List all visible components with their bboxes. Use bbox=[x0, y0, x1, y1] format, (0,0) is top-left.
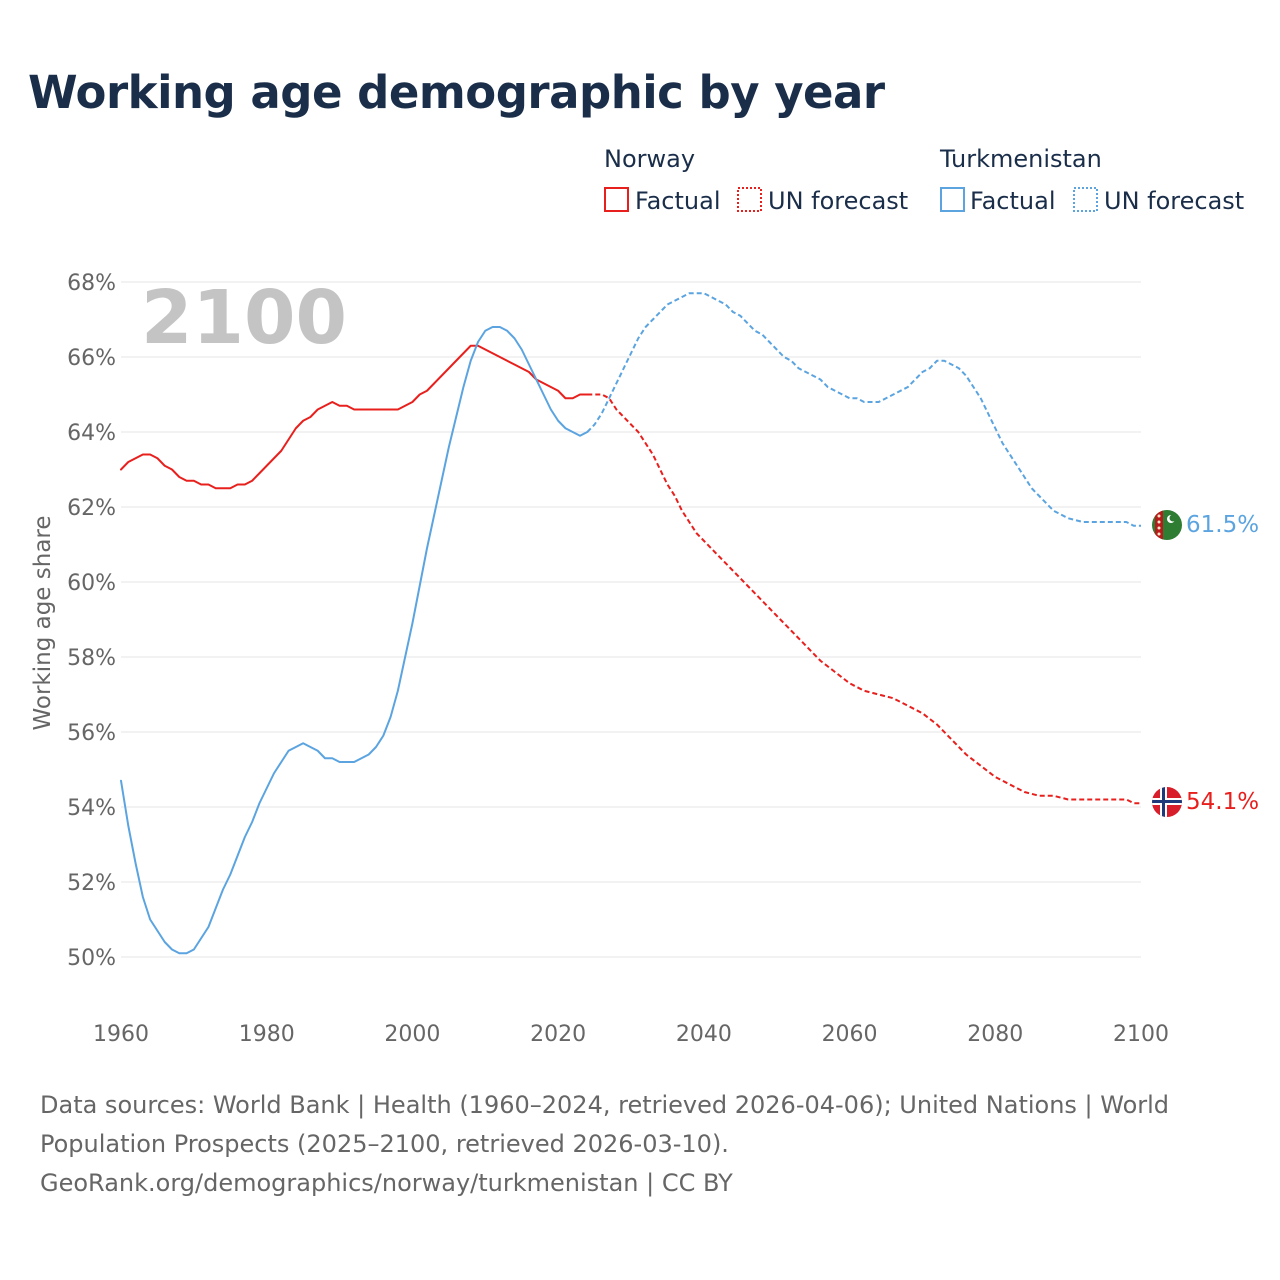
footer-line-1: Data sources: World Bank | Health (1960–… bbox=[40, 1091, 1170, 1119]
turkmenistan-flag-icon bbox=[1152, 510, 1182, 540]
legend-swatch-turkmenistan-forecast bbox=[1073, 187, 1098, 212]
norway-forecast-line bbox=[587, 393, 1141, 805]
x-axis-tick-labels: 1960 1980 2000 2020 2040 2060 2080 2100 bbox=[93, 1022, 1169, 1047]
norway-flag-icon bbox=[1152, 787, 1182, 817]
legend-label-norway-forecast: UN forecast bbox=[768, 187, 908, 215]
y-tick-label-52: 52% bbox=[67, 871, 116, 896]
turkmenistan-factual-line bbox=[120, 326, 589, 955]
x-tick-label-2020: 2020 bbox=[530, 1022, 586, 1047]
y-axis-label: Working age share bbox=[30, 515, 56, 730]
legend-group-turkmenistan: Turkmenistan bbox=[939, 145, 1102, 173]
x-tick-label-2100: 2100 bbox=[1113, 1022, 1169, 1047]
x-tick-label-2040: 2040 bbox=[676, 1022, 732, 1047]
turkmenistan-forecast-line bbox=[586, 292, 1141, 527]
y-tick-label-68: 68% bbox=[67, 271, 116, 296]
legend-swatch-turkmenistan-factual bbox=[940, 187, 965, 212]
data-sources-footer: Data sources: World Bank | Health (1960–… bbox=[40, 1086, 1180, 1203]
y-tick-label-64: 64% bbox=[67, 421, 116, 446]
norway-factual-line bbox=[120, 344, 589, 490]
y-tick-label-58: 58% bbox=[67, 646, 116, 671]
y-tick-label-62: 62% bbox=[67, 496, 116, 521]
series-lines bbox=[120, 292, 1141, 955]
y-tick-label-54: 54% bbox=[67, 796, 116, 821]
footer-line-3: GeoRank.org/demographics/norway/turkmeni… bbox=[40, 1169, 733, 1197]
y-tick-label-50: 50% bbox=[67, 946, 116, 971]
x-tick-label-2000: 2000 bbox=[384, 1022, 440, 1047]
x-tick-label-1960: 1960 bbox=[93, 1022, 149, 1047]
y-tick-label-60: 60% bbox=[67, 571, 116, 596]
chart-title: Working age demographic by year bbox=[28, 66, 885, 119]
x-tick-label-2060: 2060 bbox=[822, 1022, 878, 1047]
y-axis-tick-labels: 50% 52% 54% 56% 58% 60% 62% 64% 66% 68% bbox=[67, 271, 116, 971]
end-label-turkmenistan: 61.5% bbox=[1186, 512, 1259, 538]
grid-lines bbox=[121, 281, 1141, 958]
legend-label-turkmenistan-forecast: UN forecast bbox=[1104, 187, 1244, 215]
legend-swatch-norway-factual bbox=[604, 187, 629, 212]
footer-line-2: Population Prospects (2025–2100, retriev… bbox=[40, 1130, 729, 1158]
end-label-norway: 54.1% bbox=[1186, 789, 1259, 815]
y-tick-label-56: 56% bbox=[67, 721, 116, 746]
legend-label-norway-factual: Factual bbox=[635, 187, 721, 215]
x-tick-label-1980: 1980 bbox=[239, 1022, 295, 1047]
legend-group-norway: Norway bbox=[604, 145, 695, 173]
x-tick-label-2080: 2080 bbox=[967, 1022, 1023, 1047]
legend: Norway Factual UN forecast Turkmenistan … bbox=[604, 145, 1244, 215]
y-tick-label-66: 66% bbox=[67, 346, 116, 371]
year-watermark: 2100 bbox=[141, 275, 347, 361]
legend-label-turkmenistan-factual: Factual bbox=[970, 187, 1056, 215]
legend-swatch-norway-forecast bbox=[737, 187, 762, 212]
